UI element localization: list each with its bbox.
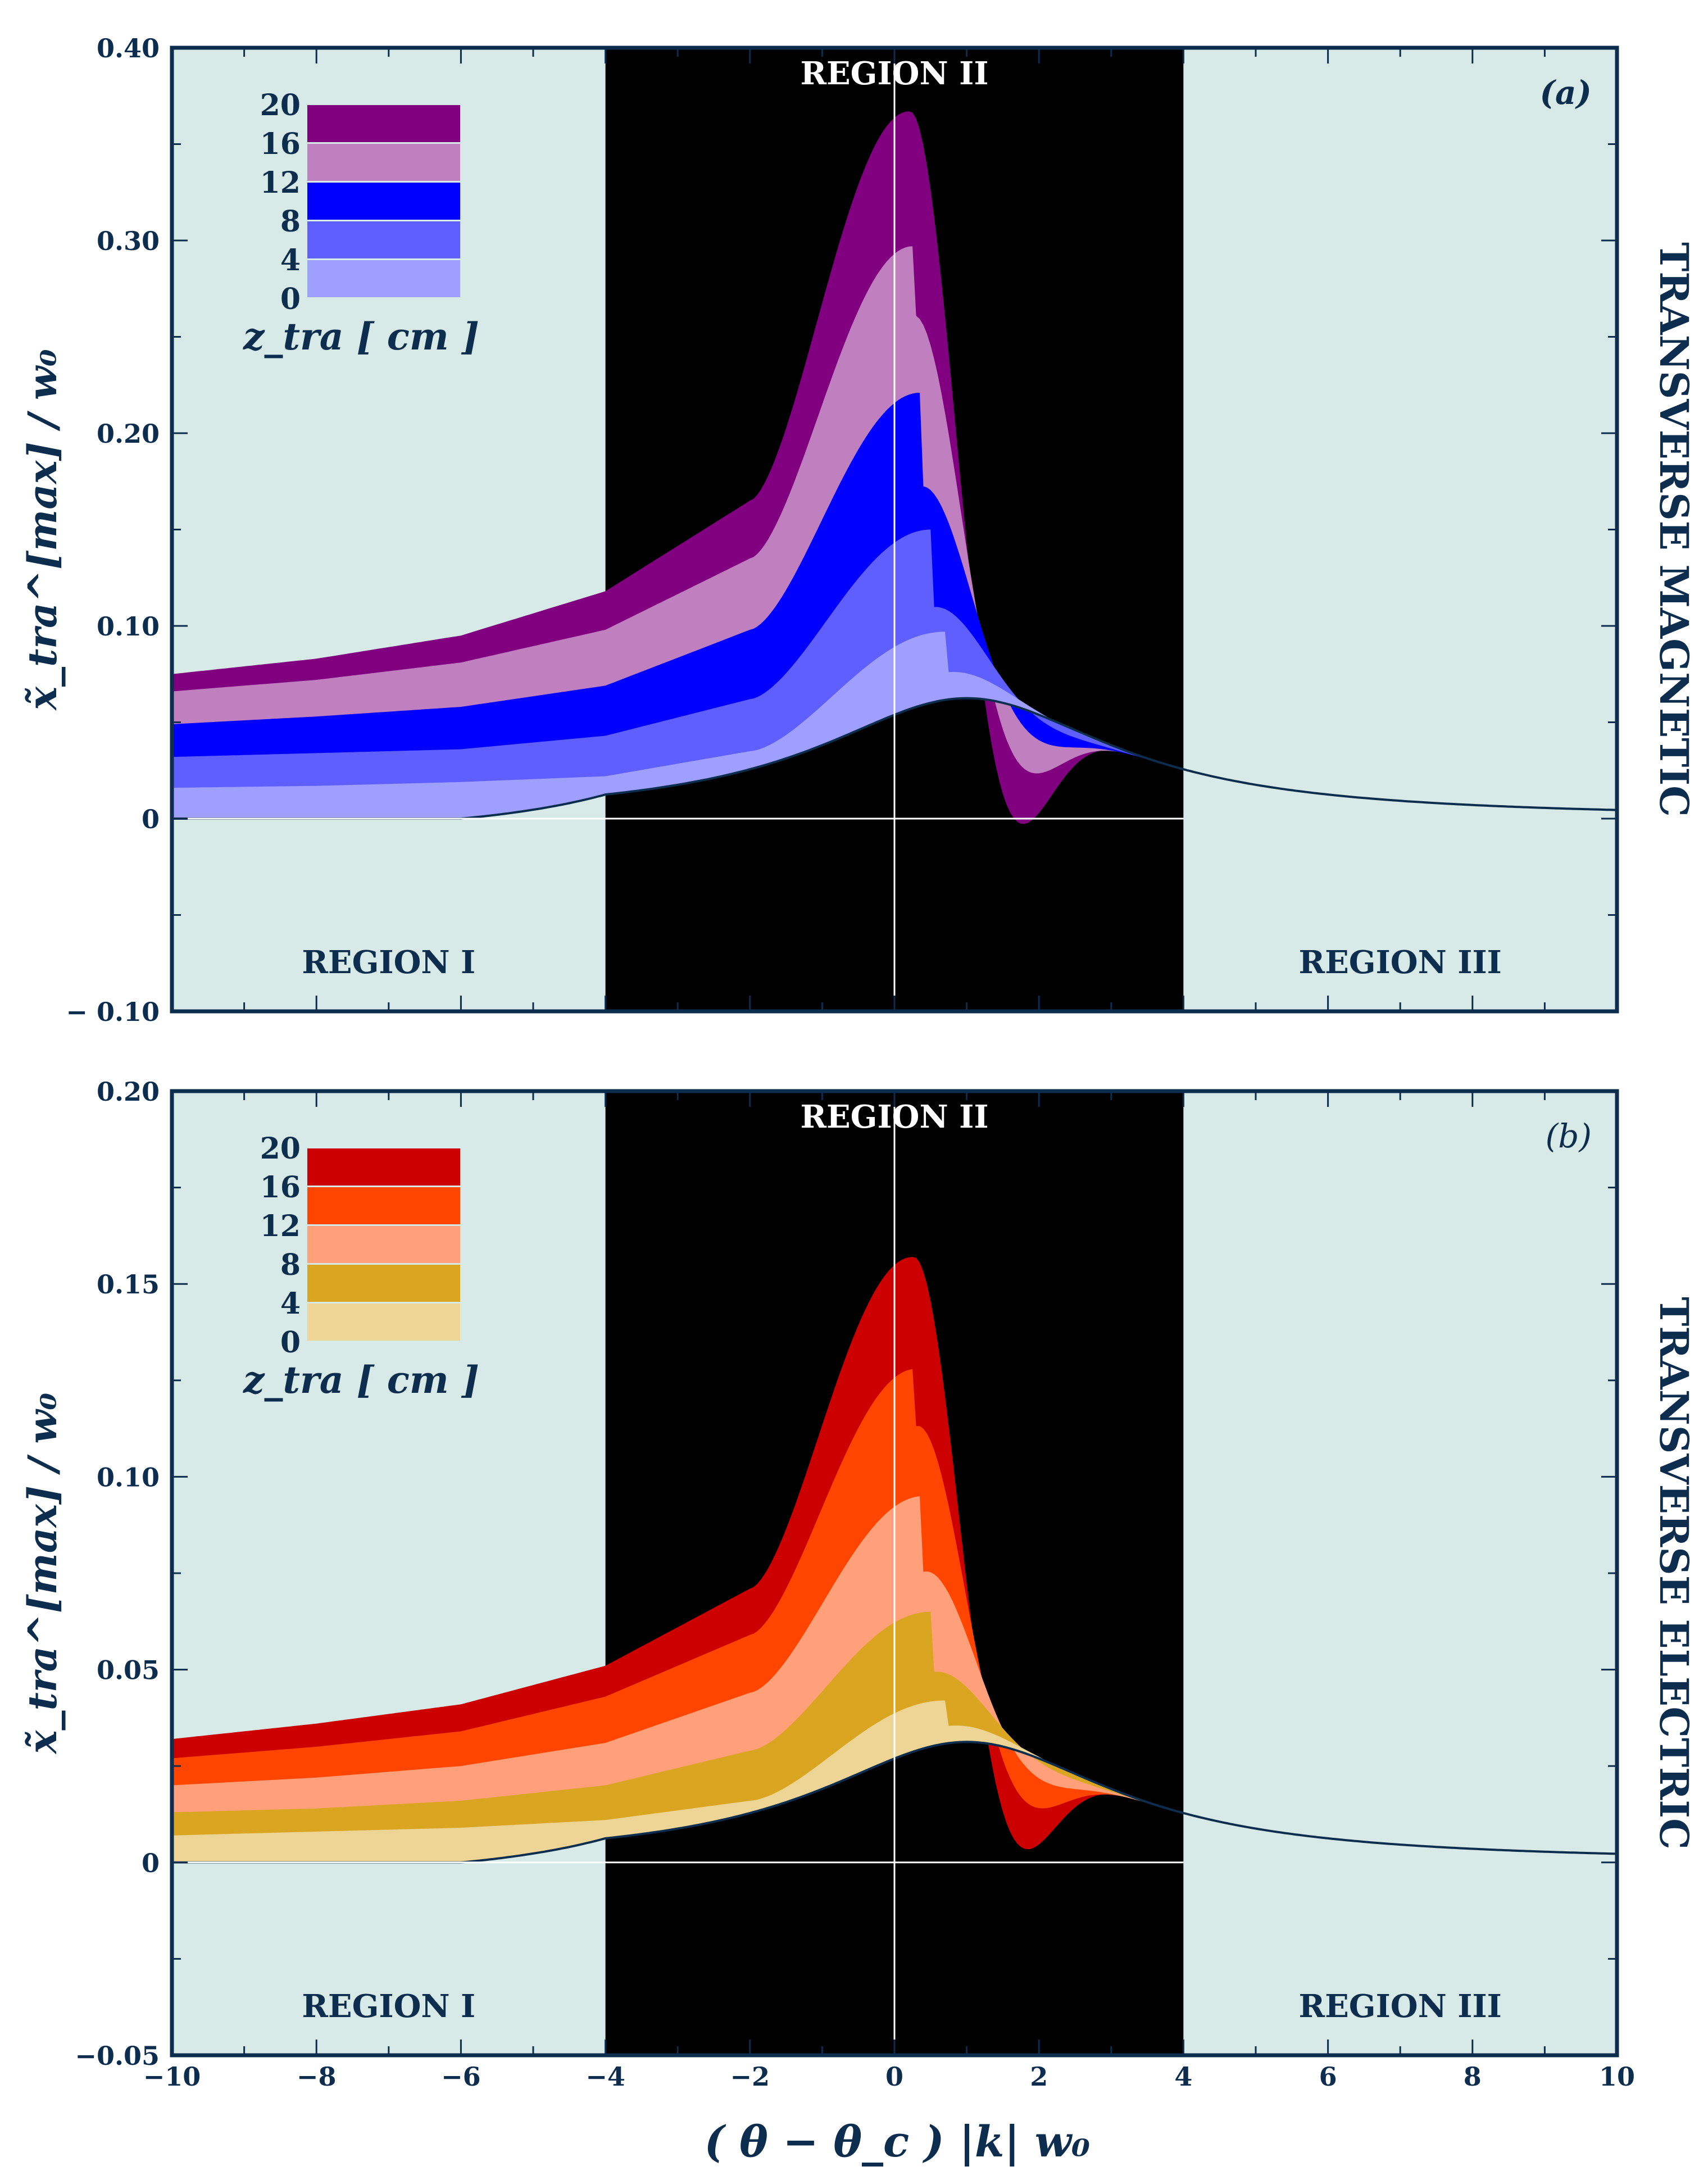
legend-label: 4 bbox=[280, 1287, 301, 1321]
panel-b-transverse-electric: −0.05 0 0.05 0.10 0.15 0.20 x̃_tra^[max] / w₀ T… bbox=[19, 1077, 1697, 2071]
y-axis-title: x̃_tra^[max] / w₀ bbox=[19, 1393, 66, 1755]
legend-swatch-z12 bbox=[307, 183, 460, 220]
legend-label: 20 bbox=[260, 88, 301, 122]
legend-label: 12 bbox=[260, 1209, 301, 1243]
y-tick-label: 0.05 bbox=[97, 1655, 160, 1686]
y-axis-title: x̃_tra^[max] / w₀ bbox=[19, 349, 66, 711]
y-tick-label: 0 bbox=[142, 804, 160, 834]
y-tick-label: 0.10 bbox=[97, 611, 160, 642]
y-tick-label: − 0.10 bbox=[66, 997, 160, 1027]
region-iii-label: REGION III bbox=[1299, 1988, 1502, 2025]
legend-swatch-z16 bbox=[307, 144, 460, 181]
y-tick-label: 0.10 bbox=[97, 1462, 160, 1492]
side-label: TRANSVERSE MAGNETIC bbox=[1651, 242, 1697, 817]
x-tick-label: 0 bbox=[885, 2061, 903, 2092]
x-axis-title: ( θ − θ_c ) |k| w₀ bbox=[705, 2117, 1091, 2167]
y-tick-label: −0.05 bbox=[75, 2041, 160, 2071]
y-tick-label: 0.40 bbox=[97, 33, 160, 63]
y-tick-label: 0.30 bbox=[97, 226, 160, 256]
x-tick-label: 4 bbox=[1174, 2061, 1192, 2092]
legend-label: 8 bbox=[280, 1248, 301, 1282]
x-tick-label: −6 bbox=[441, 2061, 481, 2092]
legend-label: 0 bbox=[280, 1325, 301, 1360]
x-tick-label: 6 bbox=[1319, 2061, 1337, 2092]
legend-label: 16 bbox=[260, 127, 301, 161]
region-iii-background bbox=[1183, 1091, 1617, 2055]
legend-swatch-z8 bbox=[307, 221, 460, 258]
panel-a-transverse-magnetic: − 0.10 0 0.10 0.20 0.30 0.40 x̃_tra^[max] / w₀… bbox=[19, 33, 1697, 1027]
legend-label: 20 bbox=[260, 1132, 301, 1166]
region-i-label: REGION I bbox=[302, 1988, 475, 2025]
y-tick-label: 0.20 bbox=[97, 1077, 160, 1107]
panel-letter: (a) bbox=[1540, 74, 1592, 112]
y-tick-label: 0 bbox=[142, 1848, 160, 1878]
legend-swatch-z12 bbox=[307, 1226, 460, 1263]
x-tick-label: 2 bbox=[1030, 2061, 1048, 2092]
legend-label: 4 bbox=[280, 243, 301, 278]
legend-swatch-z20 bbox=[307, 1148, 460, 1186]
x-tick-label: −4 bbox=[585, 2061, 625, 2092]
region-iii-label: REGION III bbox=[1299, 944, 1502, 981]
legend-swatch-z16 bbox=[307, 1187, 460, 1224]
region-i-label: REGION I bbox=[302, 944, 475, 981]
x-tick-label: −2 bbox=[730, 2061, 770, 2092]
legend-swatch-z20 bbox=[307, 105, 460, 142]
legend-swatch-z4 bbox=[307, 1304, 460, 1341]
side-label: TRANSVERSE ELECTRIC bbox=[1651, 1297, 1697, 1850]
legend-title: z_tra [ cm ] bbox=[243, 1358, 479, 1402]
y-tick-label: 0.20 bbox=[97, 419, 160, 449]
x-tick-label: −10 bbox=[143, 2061, 201, 2092]
y-tick-label: 0.15 bbox=[97, 1269, 160, 1300]
region-ii-label: REGION II bbox=[800, 55, 988, 92]
region-ii-label: REGION II bbox=[800, 1098, 988, 1136]
x-tick-label: 10 bbox=[1599, 2061, 1635, 2092]
legend-label: 12 bbox=[260, 166, 301, 200]
legend-swatch-z4 bbox=[307, 260, 460, 297]
region-iii-background bbox=[1183, 48, 1617, 1011]
legend-label: 0 bbox=[280, 282, 301, 316]
panel-letter: (b) bbox=[1546, 1117, 1592, 1155]
x-axis-tick-labels: −10 −8 −6 −4 −2 0 2 4 6 8 10 bbox=[143, 2061, 1635, 2092]
x-tick-label: 8 bbox=[1464, 2061, 1482, 2092]
legend-swatch-z8 bbox=[307, 1265, 460, 1302]
legend-label: 8 bbox=[280, 205, 301, 239]
legend-label: 16 bbox=[260, 1170, 301, 1205]
legend-title: z_tra [ cm ] bbox=[243, 315, 479, 358]
x-tick-label: −8 bbox=[297, 2061, 337, 2092]
